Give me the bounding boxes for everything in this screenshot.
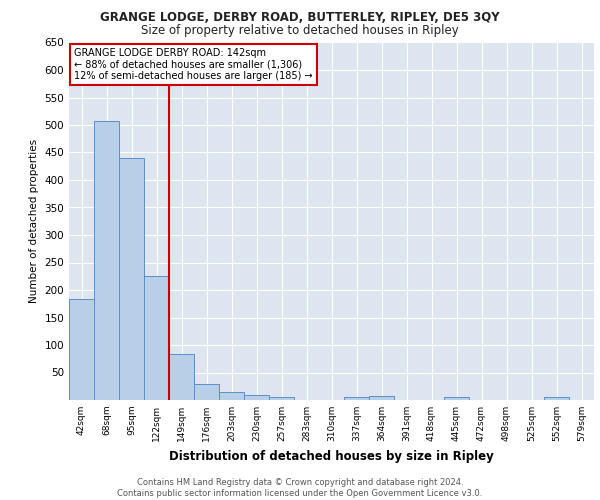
- Text: Contains HM Land Registry data © Crown copyright and database right 2024.
Contai: Contains HM Land Registry data © Crown c…: [118, 478, 482, 498]
- Y-axis label: Number of detached properties: Number of detached properties: [29, 139, 39, 304]
- Text: GRANGE LODGE DERBY ROAD: 142sqm
← 88% of detached houses are smaller (1,306)
12%: GRANGE LODGE DERBY ROAD: 142sqm ← 88% of…: [74, 48, 313, 81]
- Text: GRANGE LODGE, DERBY ROAD, BUTTERLEY, RIPLEY, DE5 3QY: GRANGE LODGE, DERBY ROAD, BUTTERLEY, RIP…: [100, 11, 500, 24]
- Bar: [219, 392, 244, 400]
- Bar: [544, 397, 569, 400]
- Bar: [444, 397, 469, 400]
- X-axis label: Distribution of detached houses by size in Ripley: Distribution of detached houses by size …: [169, 450, 494, 462]
- Bar: [244, 395, 269, 400]
- Bar: [144, 276, 169, 400]
- Bar: [194, 384, 219, 400]
- Bar: [369, 396, 394, 400]
- Bar: [69, 300, 94, 400]
- Bar: [269, 397, 294, 400]
- Bar: [119, 158, 144, 400]
- Text: Size of property relative to detached houses in Ripley: Size of property relative to detached ho…: [141, 24, 459, 37]
- Bar: [169, 354, 194, 400]
- Bar: [344, 396, 369, 400]
- Bar: [94, 120, 119, 400]
